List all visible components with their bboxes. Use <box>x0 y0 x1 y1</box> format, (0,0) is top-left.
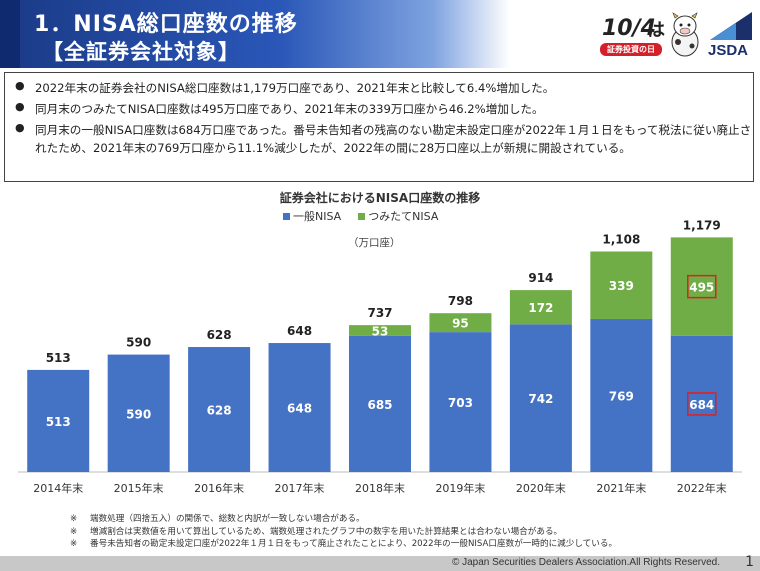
highlight-box-tsumitate <box>687 274 717 299</box>
x-tick-label: 2016年末 <box>194 481 244 495</box>
bar-total-label: 1,179 <box>683 218 721 232</box>
bar-tsumitate-9 <box>670 237 733 336</box>
summary-text: 同月末の一般NISA口座数は684万口座であった。番号未告知者の残高のない勘定未… <box>35 123 752 155</box>
bar-label-tsumitate: 339 <box>609 279 634 293</box>
bar-tsumitate-5 <box>349 325 411 336</box>
note-text: 端数処理（四捨五入）の関係で、総数と内訳が一致しない場合がある。 <box>90 514 365 524</box>
x-tick-label: 2020年末 <box>516 481 566 495</box>
bar-label-ippan: 590 <box>126 407 151 421</box>
legend-label-ippan: 一般NISA <box>293 210 342 223</box>
bar-label-tsumitate: 95 <box>452 317 469 331</box>
bar-total-label: 914 <box>528 271 553 285</box>
bar-ippan-2 <box>107 354 170 472</box>
summary-text: 2022年末の証券会社のNISA総口座数は1,179万口座であり、2021年末と… <box>35 81 555 95</box>
copyright-text: © Japan Securities Dealers Association.A… <box>451 557 720 568</box>
chart-legend: 一般NISA つみたてNISA <box>283 208 438 224</box>
chart-title: 証券会社におけるNISA口座数の推移 <box>279 191 481 205</box>
bar-label-ippan: 684 <box>689 398 714 412</box>
jsda-mark-icon <box>710 12 752 40</box>
page-number: 1 <box>745 554 754 570</box>
bar-total-label: 648 <box>287 324 312 338</box>
legend-label-tsumitate: つみたてNISA <box>368 210 439 223</box>
bullet-icon: ● <box>15 100 25 113</box>
bar-ippan-6 <box>429 332 492 472</box>
footnote: ※ 端数処理（四捨五入）の関係で、総数と内訳が一致しない場合がある。 <box>70 513 617 526</box>
bar-label-tsumitate: 172 <box>528 301 553 315</box>
bar-total-label: 628 <box>207 328 232 342</box>
mascot-icon <box>671 12 699 57</box>
bar-ippan-9 <box>670 335 733 472</box>
bar-label-tsumitate: 495 <box>689 281 714 295</box>
jsda-text: JSDA <box>708 42 749 59</box>
bullet-icon: ● <box>15 79 25 92</box>
bar-tsumitate-7 <box>509 290 572 325</box>
bar-ippan-4 <box>268 343 331 472</box>
summary-text: 同月末のつみたてNISA口座数は495万口座であり、2021年末の339万口座か… <box>35 102 544 116</box>
bullet-icon: ● <box>15 121 25 134</box>
logo-date: 10/4 <box>602 16 656 41</box>
note-text: 番号未告知者の勘定未設定口座が2022年１月１日をもって廃止されたことにより、2… <box>90 539 618 549</box>
bar-total-label: 590 <box>126 336 151 350</box>
note-mark: ※ <box>70 526 78 537</box>
page-title: 1．NISA総口座数の推移 <box>34 12 298 37</box>
jsda-logo: JSDA <box>706 10 756 60</box>
x-tick-label: 2021年末 <box>596 481 646 495</box>
title-band <box>0 0 510 68</box>
x-tick-label: 2022年末 <box>677 481 727 495</box>
logo-tag: 証券投資の日 <box>600 43 662 56</box>
page-subtitle: 【全証券会社対象】 <box>42 40 240 64</box>
footnote: ※ 番号未告知者の勘定未設定口座が2022年１月１日をもって廃止されたことにより、… <box>70 538 617 551</box>
x-tick-label: 2019年末 <box>435 481 485 495</box>
x-tick-label: 2017年末 <box>275 481 325 495</box>
bar-total-label: 1,108 <box>602 233 640 247</box>
bar-ippan-1 <box>27 369 90 472</box>
investment-day-logo: 10/4 は 証券投資の日 <box>598 10 666 58</box>
bar-ippan-8 <box>590 318 653 472</box>
bar-ippan-5 <box>349 335 411 472</box>
unit-label: （万口座） <box>348 237 401 249</box>
footnote: ※ 増減割合は実数値を用いて算出しているため、端数処理されたグラフ中の数字を用いた… <box>70 526 617 539</box>
bar-label-ippan: 513 <box>46 415 71 429</box>
note-mark: ※ <box>70 539 78 549</box>
highlight-box-ippan <box>687 392 717 416</box>
x-tick-label: 2015年末 <box>114 481 164 495</box>
legend-swatch-tsumitate <box>358 212 366 220</box>
bar-total-label: 798 <box>448 294 473 308</box>
bar-ippan-3 <box>188 347 251 472</box>
title-stripe <box>0 0 20 68</box>
legend-swatch-ippan <box>283 212 290 220</box>
footer-bar: © Japan Securities Dealers Association.A… <box>0 554 760 571</box>
summary-box: ● 2022年末の証券会社のNISA総口座数は1,179万口座であり、2021年… <box>4 72 754 182</box>
footnotes: ※ 端数処理（四捨五入）の関係で、総数と内訳が一致しない場合がある。 ※ 増減割合は… <box>70 513 617 551</box>
note-mark: ※ <box>70 514 78 524</box>
bar-label-ippan: 628 <box>207 404 232 418</box>
note-text: 増減割合は実数値を用いて算出しているため、端数処理されたグラフ中の数字を用いた計… <box>90 526 563 537</box>
bar-total-label: 513 <box>46 351 71 365</box>
bar-label-ippan: 685 <box>367 398 392 412</box>
bar-tsumitate-6 <box>429 313 492 333</box>
bar-label-ippan: 769 <box>609 389 634 403</box>
bar-label-tsumitate: 53 <box>372 324 389 338</box>
x-tick-label: 2018年末 <box>355 481 405 495</box>
header-banner: 1．NISA総口座数の推移 【全証券会社対象】 10/4 は 証券投資の日 JS… <box>0 0 760 68</box>
bar-tsumitate-8 <box>590 251 653 319</box>
bar-label-ippan: 648 <box>287 402 312 416</box>
logo-ha: は <box>647 20 665 41</box>
x-tick-label: 2014年末 <box>33 481 83 495</box>
bar-ippan-7 <box>509 324 572 472</box>
bar-label-ippan: 742 <box>528 392 553 406</box>
bar-total-label: 737 <box>367 306 392 320</box>
bar-label-ippan: 703 <box>448 396 473 410</box>
